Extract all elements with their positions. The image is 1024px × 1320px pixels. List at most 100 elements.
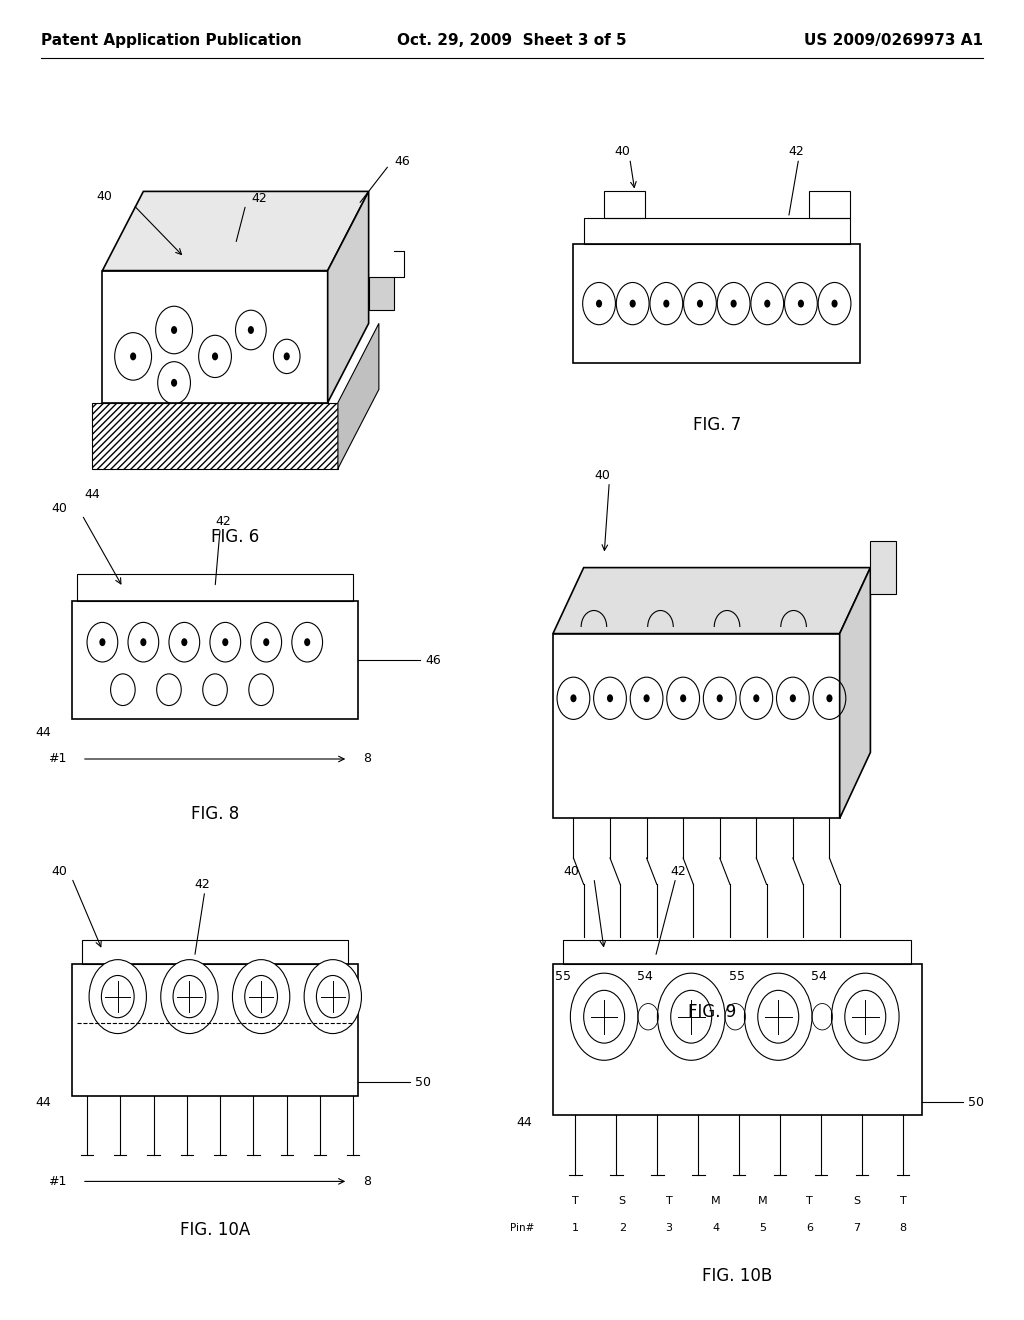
Circle shape (664, 300, 670, 308)
Text: 1: 1 (572, 1222, 579, 1233)
Text: Pin#: Pin# (510, 1222, 535, 1233)
Text: 40: 40 (51, 865, 68, 878)
Circle shape (89, 960, 146, 1034)
Circle shape (831, 973, 899, 1060)
Polygon shape (369, 277, 394, 310)
Text: 50: 50 (968, 1096, 984, 1109)
Text: 2: 2 (618, 1222, 626, 1233)
Circle shape (99, 638, 105, 645)
Circle shape (826, 694, 833, 702)
Text: 6: 6 (806, 1222, 813, 1233)
Circle shape (831, 300, 838, 308)
Text: 54: 54 (811, 970, 827, 983)
Text: 40: 40 (594, 469, 610, 482)
Circle shape (222, 638, 228, 645)
Circle shape (232, 960, 290, 1034)
Text: US 2009/0269973 A1: US 2009/0269973 A1 (804, 33, 983, 48)
Text: FIG. 8: FIG. 8 (190, 805, 240, 824)
Text: 8: 8 (364, 752, 372, 766)
Circle shape (607, 694, 613, 702)
Text: 44: 44 (84, 488, 100, 502)
Circle shape (248, 326, 254, 334)
Circle shape (754, 694, 760, 702)
Circle shape (284, 352, 290, 360)
Text: S: S (853, 1196, 860, 1206)
Text: M: M (711, 1196, 721, 1206)
Circle shape (680, 694, 686, 702)
Text: 42: 42 (215, 515, 230, 528)
Text: T: T (572, 1196, 579, 1206)
Circle shape (630, 300, 636, 308)
Circle shape (181, 638, 187, 645)
Text: 54: 54 (637, 970, 653, 983)
Text: 46: 46 (425, 653, 440, 667)
Text: FIG. 10A: FIG. 10A (180, 1221, 250, 1239)
Polygon shape (92, 403, 338, 469)
Polygon shape (338, 323, 379, 469)
Text: 42: 42 (788, 145, 804, 158)
Circle shape (790, 694, 796, 702)
Text: 8: 8 (364, 1175, 372, 1188)
Circle shape (304, 960, 361, 1034)
Circle shape (730, 300, 736, 308)
Circle shape (263, 638, 269, 645)
Text: 40: 40 (96, 190, 113, 203)
Text: FIG. 7: FIG. 7 (692, 416, 741, 434)
Polygon shape (102, 191, 369, 271)
Text: FIG. 6: FIG. 6 (211, 528, 260, 546)
Circle shape (764, 300, 770, 308)
Text: M: M (758, 1196, 768, 1206)
Circle shape (161, 960, 218, 1034)
Circle shape (643, 694, 649, 702)
Circle shape (570, 694, 577, 702)
Text: 3: 3 (666, 1222, 673, 1233)
Circle shape (304, 638, 310, 645)
Circle shape (697, 300, 703, 308)
Text: 44: 44 (36, 726, 51, 739)
Polygon shape (553, 568, 870, 634)
Text: 55: 55 (729, 970, 745, 983)
Circle shape (744, 973, 812, 1060)
Text: #1: #1 (48, 1175, 67, 1188)
Circle shape (140, 638, 146, 645)
Circle shape (171, 326, 177, 334)
Text: 4: 4 (713, 1222, 720, 1233)
Text: 40: 40 (563, 865, 580, 878)
Text: 40: 40 (614, 145, 631, 158)
Circle shape (657, 973, 725, 1060)
Text: 8: 8 (900, 1222, 906, 1233)
Circle shape (212, 352, 218, 360)
Polygon shape (328, 191, 369, 403)
Polygon shape (840, 568, 870, 818)
Text: T: T (666, 1196, 673, 1206)
Text: T: T (806, 1196, 813, 1206)
Polygon shape (72, 964, 358, 1096)
Circle shape (798, 300, 804, 308)
Text: 5: 5 (759, 1222, 766, 1233)
Polygon shape (553, 634, 840, 818)
Circle shape (717, 694, 723, 702)
Text: 55: 55 (555, 970, 571, 983)
Text: 7: 7 (853, 1222, 860, 1233)
Text: FIG. 10B: FIG. 10B (702, 1267, 772, 1286)
Text: S: S (618, 1196, 626, 1206)
Text: 40: 40 (51, 502, 68, 515)
Circle shape (570, 973, 638, 1060)
Text: Patent Application Publication: Patent Application Publication (41, 33, 302, 48)
Text: Oct. 29, 2009  Sheet 3 of 5: Oct. 29, 2009 Sheet 3 of 5 (397, 33, 627, 48)
Text: T: T (900, 1196, 906, 1206)
Text: 50: 50 (415, 1076, 431, 1089)
Text: #1: #1 (48, 752, 67, 766)
Text: 42: 42 (671, 865, 686, 878)
Text: 42: 42 (195, 878, 210, 891)
Text: 44: 44 (517, 1115, 532, 1129)
Polygon shape (870, 541, 896, 594)
Polygon shape (553, 964, 922, 1115)
Circle shape (596, 300, 602, 308)
Text: 42: 42 (251, 191, 266, 205)
Circle shape (171, 379, 177, 387)
Text: 44: 44 (36, 1096, 51, 1109)
Text: 46: 46 (394, 154, 410, 168)
Text: FIG. 9: FIG. 9 (687, 1003, 736, 1022)
Circle shape (130, 352, 136, 360)
